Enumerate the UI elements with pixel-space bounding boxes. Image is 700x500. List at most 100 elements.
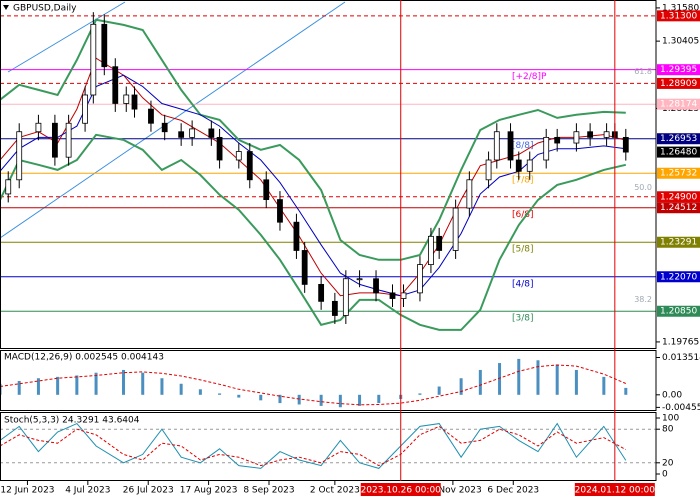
panel-border (0, 0, 657, 349)
macd-bar (75, 375, 79, 395)
candle-body (246, 151, 253, 181)
price-box (657, 202, 700, 214)
price-box-label: 1.25732 (660, 169, 697, 179)
price-box (657, 64, 700, 76)
candle-body (466, 179, 473, 209)
murrey-label: [6/8] (512, 210, 534, 220)
macd-bar (141, 372, 145, 395)
price-box-label: 1.28909 (660, 79, 697, 89)
fibo-label: 50.0 (634, 183, 652, 192)
candle-body (101, 23, 108, 68)
candle-body (65, 122, 72, 158)
candle-body (543, 136, 550, 161)
candle-body (515, 159, 522, 172)
x-tick-label: 8 Sep 2023 (243, 486, 294, 496)
y-tick-label: 1.19765 (662, 337, 699, 347)
x-tick-label: 2 Oct 2023 (310, 486, 360, 496)
macd-bar (338, 394, 342, 408)
price-box-label: 1.26953 (660, 134, 697, 144)
macd-bar (198, 389, 202, 395)
price-box-label: 1.24512 (660, 203, 697, 213)
y-tick-label: 0.013514 (662, 353, 700, 363)
macd-bar (122, 369, 126, 395)
price-box-label: 1.31300 (660, 11, 697, 21)
candle-body (263, 179, 270, 200)
candle-body (161, 122, 168, 133)
macd-title: MACD(12,26,9) 0.002545 0.004143 (4, 353, 164, 363)
macd-bar (259, 394, 263, 401)
candle-body (189, 128, 196, 138)
date-marker-box (574, 483, 655, 496)
trend-line (0, 1, 346, 239)
candle-body (507, 131, 514, 161)
indicator-line (0, 57, 626, 297)
candle-body (90, 23, 97, 96)
macd-bar (517, 358, 521, 395)
y-tick-label: 0.00 (662, 390, 682, 400)
candle-body (235, 151, 242, 161)
candle-body (277, 199, 283, 223)
indicator-line (0, 133, 627, 331)
macd-bar (602, 376, 606, 395)
stoch-main (0, 422, 627, 469)
y-tick-label: -0.004554 (662, 403, 700, 413)
murrey-label: [8/8] (512, 141, 534, 151)
candle-body (554, 136, 561, 144)
macd-bar (574, 369, 578, 395)
candle-body (417, 264, 423, 294)
candle-body (82, 94, 88, 124)
macd-bar (377, 394, 381, 404)
price-box (657, 98, 700, 110)
candle-body (622, 136, 629, 153)
stoch-panel (0, 422, 656, 469)
macd-bar (459, 378, 463, 395)
y-tick-label: 0 (662, 470, 668, 480)
macd-bar (478, 369, 482, 395)
x-tick-label: 17 Aug 2023 (180, 486, 238, 496)
macd-bar (17, 381, 21, 395)
price-box (657, 305, 700, 317)
price-panel: 61.8 50.0 38.2 [+2/8]P [8/8] [7/8] [6/8] [5/8] [… (0, 1, 656, 331)
macd-bar (536, 360, 540, 395)
price-box-label: 1.22070 (660, 272, 697, 282)
candle-body (318, 283, 325, 302)
x-tick-label: 12 Jun 2023 (0, 486, 54, 496)
murrey-label: [+2/8]P (512, 72, 547, 82)
macd-bar (278, 394, 282, 404)
y-tick-label: 80 (662, 425, 674, 435)
menu-icon (3, 5, 9, 10)
price-box (657, 167, 700, 179)
macd-bar (358, 394, 362, 406)
candle-body (373, 278, 379, 294)
candle-body (131, 94, 138, 110)
candle-body (293, 221, 300, 251)
price-box-label: 1.23291 (660, 238, 697, 248)
date-marker-label: 2024.01.12 00:00 (575, 486, 656, 496)
macd-bar (498, 363, 502, 395)
price-box (657, 133, 700, 145)
candle-body (208, 128, 215, 138)
candle-body (35, 122, 42, 133)
candle-body (389, 292, 396, 299)
macd-bar (179, 383, 183, 395)
macd-bar (297, 394, 301, 405)
candle-body (436, 235, 443, 251)
fibo-label: 61.8 (634, 67, 652, 76)
candle-body (587, 131, 594, 138)
trend-line (7, 1, 126, 73)
candle-body (51, 122, 58, 158)
candle-body (216, 136, 223, 161)
macd-bar (237, 394, 241, 398)
x-tick-label: 6 Dec 2023 (487, 486, 539, 496)
panel-border (0, 350, 657, 411)
y-tick-label: 100 (662, 414, 679, 424)
y-tick-label: 20 (662, 458, 674, 468)
murrey-label: [4/8] (512, 279, 534, 289)
candle-body (452, 207, 459, 251)
macd-bar (56, 376, 60, 395)
date-marker-box (360, 483, 441, 496)
macd-panel (0, 358, 628, 408)
candle-body (112, 66, 119, 104)
